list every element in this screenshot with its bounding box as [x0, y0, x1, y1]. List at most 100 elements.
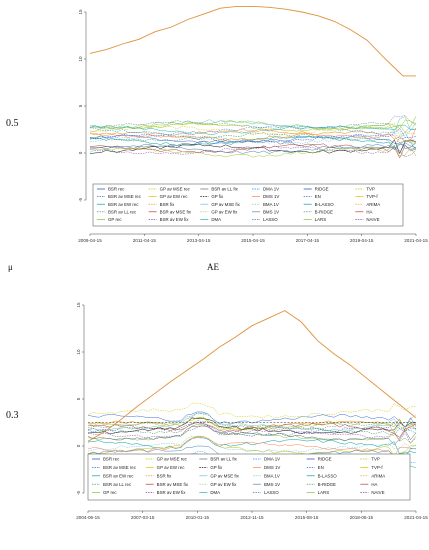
series-line — [89, 127, 417, 144]
legend-label: TVP-f — [366, 194, 378, 199]
y-tick-label: 10 — [78, 56, 83, 62]
legend-label: B-RIDGE — [318, 482, 336, 487]
x-tick-label: 2017-04-15 — [296, 238, 320, 243]
legend-label: RIDGE — [315, 187, 329, 192]
y-tick-label: 0 — [78, 151, 83, 154]
legend-label: B-LASSO — [318, 473, 338, 478]
legend-label: BSR av MSE rec — [103, 465, 137, 470]
mu-label: μ — [8, 262, 13, 272]
y-tick-label: 5 — [78, 104, 83, 107]
legend-label: TVP — [371, 457, 380, 462]
series-line — [89, 116, 417, 133]
x-tick-label: 2013-04-15 — [187, 238, 211, 243]
legend-label: DMA — [210, 490, 220, 495]
legend-label: BSR fix — [160, 202, 175, 207]
legend-label: EN — [318, 465, 324, 470]
legend-label: BMS 1V — [263, 209, 279, 214]
legend-label: GP av EW fix — [210, 482, 237, 487]
ae-label: AE — [207, 262, 219, 272]
legend-label: NAIVE — [366, 217, 379, 222]
series-line — [87, 402, 417, 419]
series-line — [89, 131, 417, 147]
x-tick-label: 2021-04-15 — [404, 238, 428, 243]
series-line — [89, 125, 417, 140]
x-tick-label: 2018-05-15 — [350, 515, 374, 520]
series-line — [89, 128, 417, 143]
x-tick-label: 2007-03-15 — [131, 515, 155, 520]
legend-label: HA — [366, 209, 372, 214]
legend-label: DMS 1V — [264, 465, 280, 470]
legend-label: NAIVE — [371, 490, 384, 495]
legend-label: GP fix — [210, 465, 223, 470]
legend-label: LASSO — [263, 217, 278, 222]
legend-label: TVP-f — [371, 465, 383, 470]
legend-label: B-LASSO — [315, 202, 335, 207]
legend-label: LARS — [318, 490, 330, 495]
x-tick-label: 2015-04-15 — [241, 238, 265, 243]
series-line — [87, 412, 417, 431]
series-line — [89, 115, 417, 130]
series-line — [87, 412, 417, 432]
chart-panel-1: -5 0 5 10 15 2009-04-15 2011-04-15 2013-04-15 20… — [78, 5, 428, 243]
legend-label: GP rec — [103, 490, 117, 495]
y-tick-label: 15 — [78, 9, 83, 15]
legend-label: RIDGE — [318, 457, 332, 462]
series-line — [87, 436, 417, 455]
legend-label: BMA 1V — [263, 202, 279, 207]
legend-label: GP av MSE fix — [211, 202, 240, 207]
legend-label: B-RIDGE — [315, 209, 333, 214]
legend-label: GP av EW rec — [160, 194, 189, 199]
series-line — [89, 139, 417, 150]
legend-label: TVP — [366, 187, 375, 192]
legend-label: BMA 1V — [264, 473, 280, 478]
legend-label: BSR rec — [103, 457, 120, 462]
series-arima-line — [89, 5, 416, 77]
x-tick-label: 2011-04-15 — [133, 238, 157, 243]
legend-label: EN — [315, 194, 321, 199]
legend-label: BSR av MSE fix — [157, 482, 189, 487]
series-line — [89, 135, 417, 150]
legend-label: HA — [371, 482, 377, 487]
legend-label: BSR av EW fix — [157, 490, 187, 495]
legend-box — [87, 453, 411, 501]
legend-label: BSR av LL fix — [211, 187, 238, 192]
legend-label: BSR rec — [108, 187, 125, 192]
legend-label: GP av MSE fix — [210, 473, 239, 478]
x-tick-label: 2010-01-15 — [186, 515, 210, 520]
series-line — [89, 129, 417, 146]
series-line — [87, 411, 417, 428]
legend-label: BSR av LL rec — [108, 209, 137, 214]
legend-label: BSR av EW fix — [160, 217, 190, 222]
legend-label: GP av MSE rec — [160, 187, 191, 192]
series-line — [89, 119, 417, 132]
y-tick-label: -5 — [76, 491, 81, 496]
y-tick-label: 15 — [76, 302, 81, 308]
series-line — [87, 425, 417, 444]
x-tick-label: 2021-04-15 — [404, 515, 428, 520]
series-line — [87, 436, 417, 453]
chart-panel-2: -5 0 5 10 15 2004-06-15 2007-03-15 2010-01-15 20… — [76, 302, 428, 520]
y-tick-label: 5 — [76, 397, 81, 400]
legend-label: GP av EW fix — [211, 209, 238, 214]
legend-label: DMA — [211, 217, 221, 222]
series-line — [89, 139, 417, 154]
x-tick-label: 2004-06-15 — [76, 515, 100, 520]
legend-label: BSR av EW rec — [103, 473, 134, 478]
legend-label: BSR av EW rec — [108, 202, 139, 207]
panel-1-side-label: 0.5 — [6, 118, 19, 129]
legend-label: BSR fix — [157, 473, 172, 478]
legend-label: GP rec — [108, 217, 122, 222]
panel-2-side-label: 0.3 — [6, 410, 19, 421]
series-line — [89, 116, 417, 133]
series-line — [87, 420, 417, 436]
series-line — [87, 425, 417, 446]
x-tick-label: 2015-08-15 — [295, 515, 319, 520]
series-line — [89, 145, 417, 158]
y-tick-label: 0 — [76, 444, 81, 447]
series-line — [89, 145, 417, 158]
legend-label: BSR av MSE rec — [108, 194, 142, 199]
legend-label: BSR av MSE fix — [160, 209, 192, 214]
legend-label: BMS 1V — [264, 482, 280, 487]
legend-label: DMS 1V — [263, 194, 279, 199]
